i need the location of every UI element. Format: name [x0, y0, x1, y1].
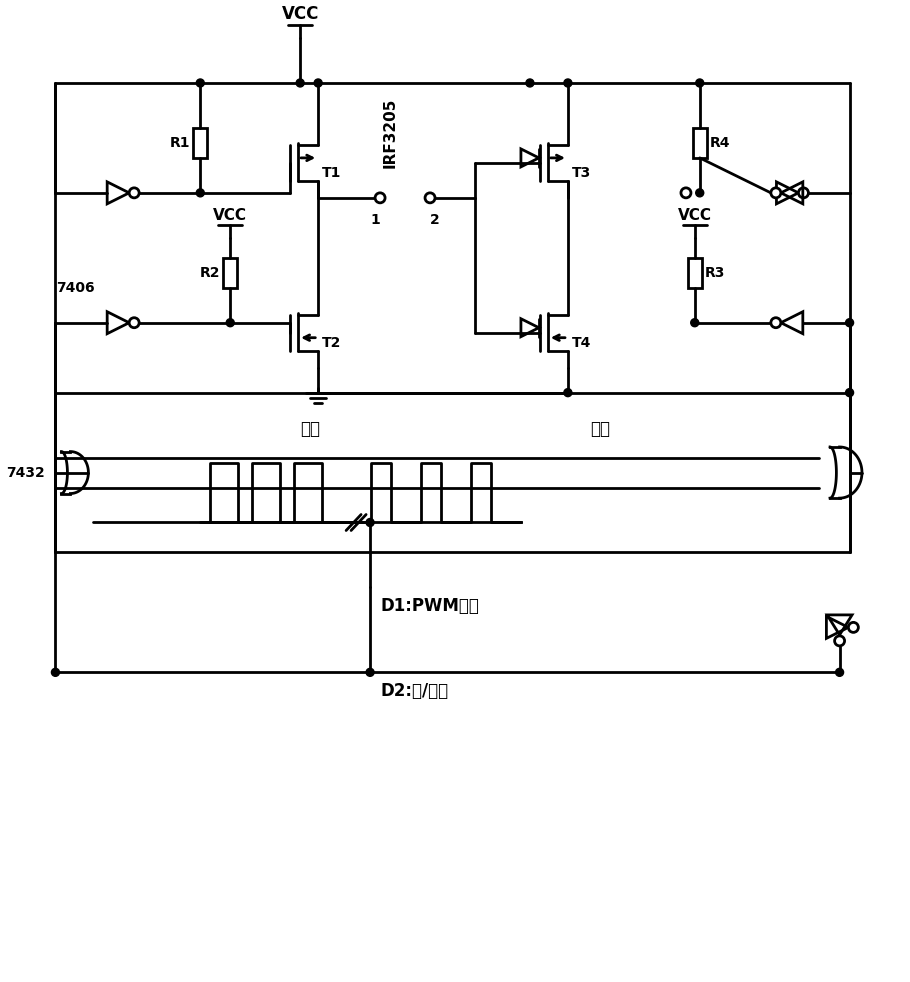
Circle shape [197, 79, 204, 87]
Text: IRF3205: IRF3205 [382, 98, 398, 168]
Text: VCC: VCC [281, 5, 318, 23]
Circle shape [798, 188, 808, 197]
Text: 7432: 7432 [6, 465, 45, 479]
Circle shape [848, 623, 858, 632]
Circle shape [366, 669, 374, 677]
Circle shape [771, 318, 781, 328]
Text: 7406: 7406 [56, 281, 95, 295]
Circle shape [834, 636, 844, 646]
Bar [693, 128, 707, 158]
Text: 高速: 高速 [300, 419, 320, 438]
Text: R4: R4 [710, 136, 730, 150]
Bar [223, 258, 238, 288]
Text: T1: T1 [322, 166, 341, 180]
Circle shape [52, 669, 59, 677]
Circle shape [197, 189, 204, 196]
Circle shape [564, 79, 571, 87]
Circle shape [314, 79, 322, 87]
Text: T3: T3 [571, 166, 592, 180]
Circle shape [564, 389, 571, 397]
Text: R2: R2 [200, 266, 220, 280]
Circle shape [366, 518, 374, 526]
Circle shape [691, 319, 699, 327]
Circle shape [681, 188, 691, 197]
Text: 2: 2 [430, 213, 440, 227]
Circle shape [845, 319, 854, 327]
Text: T4: T4 [571, 336, 592, 350]
Circle shape [526, 79, 534, 87]
Text: VCC: VCC [678, 208, 712, 223]
Text: D2:正/反转: D2:正/反转 [380, 682, 449, 700]
Text: R1: R1 [170, 136, 190, 150]
Circle shape [696, 79, 703, 87]
Text: VCC: VCC [213, 208, 248, 223]
Circle shape [771, 188, 781, 197]
Bar [193, 128, 207, 158]
Circle shape [129, 318, 139, 328]
Circle shape [129, 188, 139, 197]
Text: R3: R3 [704, 266, 725, 280]
Text: 低速: 低速 [590, 419, 610, 438]
Text: T2: T2 [322, 336, 341, 350]
Circle shape [227, 319, 234, 327]
Text: D1:PWM信号: D1:PWM信号 [380, 597, 479, 616]
Text: 1: 1 [370, 213, 380, 227]
Circle shape [375, 192, 385, 203]
Circle shape [845, 389, 854, 397]
Circle shape [835, 669, 844, 677]
Bar [688, 258, 702, 288]
Circle shape [296, 79, 304, 87]
Circle shape [425, 192, 435, 203]
Circle shape [696, 189, 703, 196]
